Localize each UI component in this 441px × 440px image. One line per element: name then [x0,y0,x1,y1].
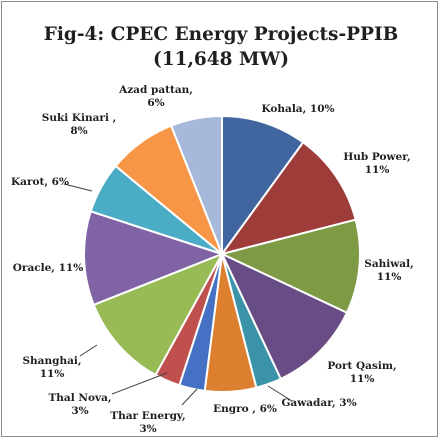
chart-title-line2: (11,648 MW) [153,49,289,70]
slice-label: Karot, 6% [11,176,69,188]
slice-label-value: 3% [71,405,88,417]
leader-line [111,372,168,395]
pie-slice-shanghai [92,252,225,377]
leader-lines [63,183,293,406]
slice-label-value: 11% [40,368,65,380]
slice-labels: Kohala, 10%Hub Power,11%Sahiwal,11%Port … [11,84,414,435]
slice-label-value: 11% [377,271,402,283]
pie-slice-hub-power [219,140,357,256]
pie-slice-azad-pattan [169,114,223,255]
pie-slice-port-qasim [219,251,349,381]
slice-label: Engro , 6% [213,403,277,415]
slice-label: Gawadar, 3% [281,397,356,409]
chart-title-line1: Fig-4: CPEC Energy Projects-PPIB [44,24,399,45]
slice-label: Thal Nova, [48,392,111,404]
slice-label-value: 11% [365,164,390,176]
leader-line [267,385,293,402]
slice-label: Hub Power, [343,151,410,163]
slice-label-value: 8% [70,125,87,137]
slice-label: Kohala, 10% [261,103,334,115]
slice-label: Suki Kinari , [42,112,117,124]
slice-label-value: 6% [147,97,164,109]
pie-slice-kohala [221,114,305,258]
leader-line [79,344,98,357]
slice-label: Shanghai, [22,355,81,367]
slice-label-value: 3% [139,423,156,435]
slice-label: Oracle, 11% [13,262,83,274]
slice-label: Sahiwal, [364,258,414,270]
slice-label-value: 11% [350,373,375,385]
slice-label: Azad pattan, [118,84,193,96]
slice-label: Port Qasim, [327,360,396,372]
slice-label: Thar Energy, [110,410,185,422]
pie-slices [83,114,361,393]
leader-line [181,388,198,406]
pie-slice-sahiwal [219,218,361,315]
pie-slice-oracle [83,210,225,307]
leader-line [63,183,93,192]
